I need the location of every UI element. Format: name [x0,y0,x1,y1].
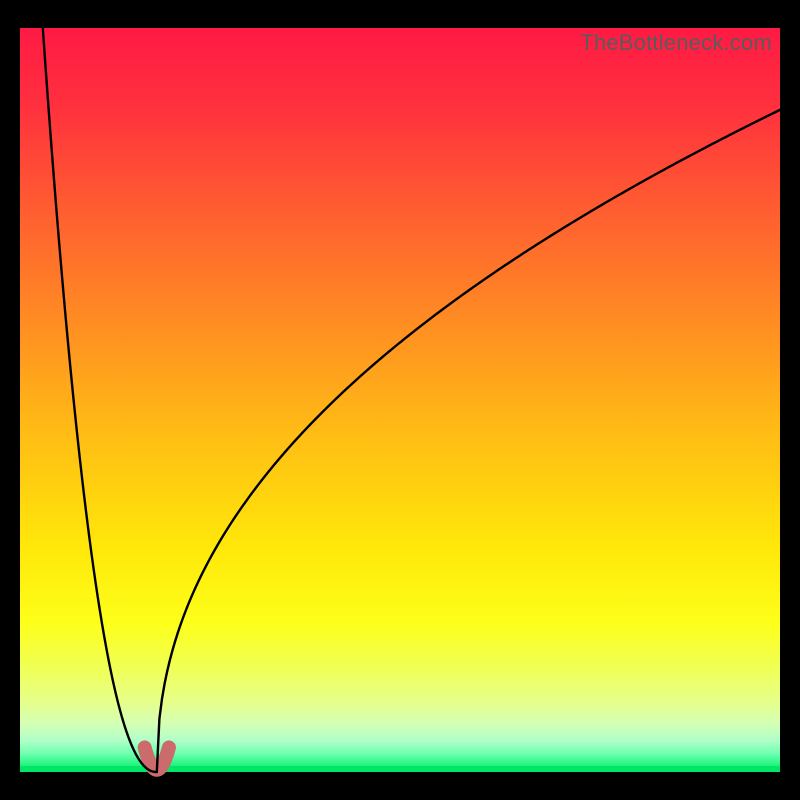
curve-left-branch [43,28,157,772]
watermark-text: TheBottleneck.com [580,30,772,56]
plot-area [20,28,780,772]
chart-frame: TheBottleneck.com [0,0,800,800]
bottleneck-curve [20,28,780,772]
curve-right-branch [157,110,780,772]
